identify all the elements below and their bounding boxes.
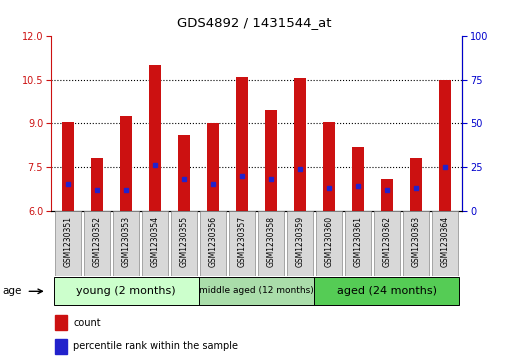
FancyBboxPatch shape <box>200 211 226 276</box>
Text: GSM1230362: GSM1230362 <box>383 216 392 267</box>
Bar <box>381 179 393 211</box>
Text: middle aged (12 months): middle aged (12 months) <box>199 286 314 295</box>
FancyBboxPatch shape <box>287 211 313 276</box>
FancyBboxPatch shape <box>113 211 139 276</box>
FancyBboxPatch shape <box>171 211 197 276</box>
Text: GDS4892 / 1431544_at: GDS4892 / 1431544_at <box>177 16 331 29</box>
Bar <box>178 135 190 211</box>
FancyBboxPatch shape <box>403 211 429 276</box>
Text: percentile rank within the sample: percentile rank within the sample <box>74 341 238 351</box>
Text: GSM1230361: GSM1230361 <box>354 216 363 267</box>
Bar <box>410 158 422 211</box>
FancyBboxPatch shape <box>55 211 81 276</box>
Text: GSM1230364: GSM1230364 <box>440 216 450 267</box>
FancyBboxPatch shape <box>432 211 458 276</box>
FancyBboxPatch shape <box>258 211 284 276</box>
Bar <box>294 78 306 211</box>
Text: GSM1230358: GSM1230358 <box>267 216 275 267</box>
Bar <box>207 123 219 211</box>
Bar <box>120 116 132 211</box>
Text: GSM1230357: GSM1230357 <box>238 216 246 267</box>
Bar <box>323 122 335 211</box>
Bar <box>91 158 103 211</box>
Text: GSM1230359: GSM1230359 <box>296 216 304 267</box>
FancyBboxPatch shape <box>199 277 314 305</box>
FancyBboxPatch shape <box>316 211 342 276</box>
FancyBboxPatch shape <box>84 211 110 276</box>
Text: count: count <box>74 318 101 328</box>
FancyBboxPatch shape <box>345 211 371 276</box>
Bar <box>439 80 451 211</box>
Text: GSM1230360: GSM1230360 <box>325 216 333 267</box>
Text: GSM1230353: GSM1230353 <box>121 216 131 267</box>
Text: GSM1230352: GSM1230352 <box>92 216 102 267</box>
Text: young (2 months): young (2 months) <box>76 286 176 296</box>
Bar <box>62 122 74 211</box>
Bar <box>265 110 277 211</box>
Bar <box>352 147 364 211</box>
FancyBboxPatch shape <box>229 211 255 276</box>
Bar <box>236 77 248 211</box>
FancyBboxPatch shape <box>54 277 199 305</box>
Text: GSM1230363: GSM1230363 <box>411 216 421 267</box>
Text: GSM1230351: GSM1230351 <box>64 216 73 267</box>
FancyBboxPatch shape <box>314 277 459 305</box>
Text: GSM1230355: GSM1230355 <box>180 216 188 267</box>
Bar <box>55 315 67 330</box>
Text: GSM1230354: GSM1230354 <box>150 216 160 267</box>
Bar <box>149 65 161 211</box>
Text: age: age <box>3 286 22 296</box>
Text: aged (24 months): aged (24 months) <box>337 286 437 296</box>
FancyBboxPatch shape <box>374 211 400 276</box>
FancyBboxPatch shape <box>142 211 168 276</box>
Bar <box>55 339 67 354</box>
Text: GSM1230356: GSM1230356 <box>209 216 217 267</box>
